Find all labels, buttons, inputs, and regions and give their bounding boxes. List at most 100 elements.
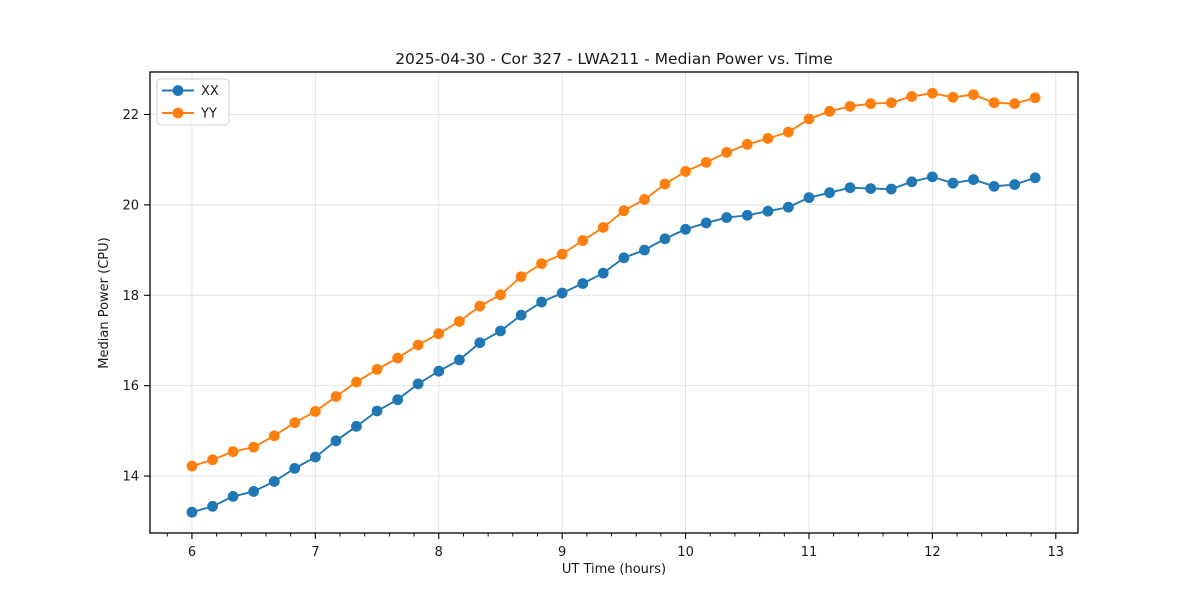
data-point-marker (515, 271, 527, 283)
data-point-marker (741, 209, 753, 221)
data-point-marker (433, 365, 445, 377)
data-point-marker (453, 316, 465, 327)
data-point-marker (803, 113, 815, 125)
data-point-marker (536, 296, 547, 308)
data-point-marker (289, 462, 301, 474)
y-tick-label: 18 (122, 289, 139, 304)
data-point-marker (597, 267, 609, 279)
data-point-marker (515, 309, 527, 321)
data-point-marker (762, 205, 774, 217)
y-tick-label: 16 (122, 379, 139, 394)
x-tick-label: 6 (188, 545, 196, 560)
data-point-marker (926, 87, 938, 99)
data-point-marker (330, 435, 342, 447)
data-point-marker (700, 217, 712, 229)
data-point-marker (392, 352, 404, 364)
data-point-marker (721, 147, 733, 158)
x-tick-label: 10 (677, 545, 694, 560)
x-tick-label: 7 (311, 545, 319, 560)
data-point-marker (412, 378, 424, 390)
legend: XX YY (156, 78, 230, 126)
x-tick-label: 12 (924, 545, 941, 560)
data-point-marker (227, 490, 239, 502)
data-point-marker (227, 446, 239, 458)
data-point-marker (412, 339, 424, 351)
data-point-marker (207, 454, 218, 466)
data-point-marker (577, 278, 589, 289)
data-point-marker (803, 192, 815, 204)
legend-label-xx: XX (201, 84, 219, 99)
data-point-marker (906, 91, 918, 102)
data-point-marker (741, 138, 753, 150)
data-point-marker (865, 183, 877, 195)
series-layer (186, 87, 1041, 518)
plot-border (149, 71, 1079, 534)
data-point-marker (371, 363, 383, 375)
data-point-marker (721, 212, 733, 223)
series-yy (186, 87, 1041, 472)
data-point-marker (309, 451, 321, 463)
data-point-marker (947, 177, 959, 189)
data-point-marker (988, 180, 1000, 192)
data-point-marker (248, 441, 260, 453)
data-point-marker (639, 244, 650, 256)
data-point-marker (453, 354, 465, 366)
data-point-marker (433, 328, 445, 340)
data-point-marker (844, 182, 856, 194)
series-line (191, 175, 1036, 514)
data-point-marker (659, 178, 671, 190)
data-point-marker (207, 500, 218, 512)
y-tick-label: 22 (122, 108, 139, 123)
data-point-marker (762, 133, 774, 144)
data-point-marker (309, 406, 321, 417)
x-tick-label: 13 (1048, 545, 1065, 560)
x-tick-label: 8 (435, 545, 443, 560)
data-point-marker (289, 417, 301, 429)
data-point-marker (1029, 172, 1041, 184)
data-point-marker (824, 105, 835, 117)
y-tick-label: 20 (122, 198, 139, 213)
data-point-marker (824, 187, 835, 199)
data-point-marker (618, 205, 630, 217)
data-point-marker (782, 201, 794, 213)
data-point-marker (680, 166, 691, 177)
legend-marker-icon (172, 85, 184, 96)
data-point-marker (351, 420, 362, 432)
data-point-marker (700, 156, 712, 168)
data-point-marker (947, 91, 959, 103)
x-tick-label: 9 (558, 545, 566, 560)
data-point-marker (1029, 92, 1041, 104)
data-point-marker (186, 506, 198, 518)
x-axis-label: UT Time (hours) (562, 562, 666, 577)
data-point-marker (618, 252, 630, 264)
data-point-marker (680, 223, 691, 235)
data-point-marker (577, 235, 589, 246)
chart-title: 2025-04-30 - Cor 327 - LWA211 - Median P… (395, 50, 833, 68)
data-point-marker (556, 287, 568, 299)
data-point-marker (556, 248, 568, 260)
axes-layer: 6 7 8 9 10 11 12 13 14 16 18 20 22 (122, 71, 1079, 560)
y-tick-label: 14 (122, 470, 139, 485)
data-point-marker (865, 98, 877, 110)
data-point-marker (988, 97, 1000, 109)
grid-layer (150, 72, 1078, 533)
data-point-marker (371, 405, 383, 417)
data-point-marker (268, 430, 280, 442)
data-point-marker (186, 460, 198, 472)
data-point-marker (1009, 179, 1021, 190)
data-point-marker (495, 289, 506, 301)
data-point-marker (597, 222, 609, 233)
data-point-marker (351, 376, 362, 388)
data-point-marker (536, 258, 547, 270)
data-point-marker (330, 391, 342, 402)
data-point-marker (248, 486, 260, 497)
data-point-marker (885, 97, 897, 109)
y-axis-label: Median Power (CPU) (97, 237, 112, 368)
series-xx (186, 171, 1041, 518)
data-point-marker (906, 176, 918, 188)
data-point-marker (1009, 98, 1021, 110)
data-point-marker (844, 100, 856, 112)
data-point-marker (495, 325, 506, 337)
